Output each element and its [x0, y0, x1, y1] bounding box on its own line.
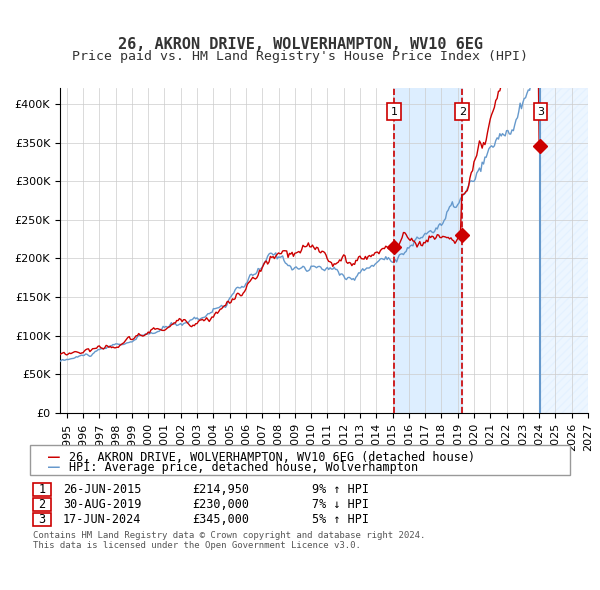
Text: 26, AKRON DRIVE, WOLVERHAMPTON, WV10 6EG: 26, AKRON DRIVE, WOLVERHAMPTON, WV10 6EG: [118, 37, 482, 52]
Text: —: —: [48, 448, 60, 467]
Text: 26-JUN-2015: 26-JUN-2015: [63, 483, 142, 496]
Text: 2: 2: [38, 498, 46, 511]
Text: 3: 3: [38, 513, 46, 526]
Text: 5% ↑ HPI: 5% ↑ HPI: [312, 513, 369, 526]
Text: 26, AKRON DRIVE, WOLVERHAMPTON, WV10 6EG (detached house): 26, AKRON DRIVE, WOLVERHAMPTON, WV10 6EG…: [69, 451, 475, 464]
Text: Price paid vs. HM Land Registry's House Price Index (HPI): Price paid vs. HM Land Registry's House …: [72, 50, 528, 63]
Text: £230,000: £230,000: [192, 498, 249, 511]
Text: 17-JUN-2024: 17-JUN-2024: [63, 513, 142, 526]
Text: 30-AUG-2019: 30-AUG-2019: [63, 498, 142, 511]
Text: 1: 1: [38, 483, 46, 496]
Bar: [540, 88, 588, 413]
Text: £345,000: £345,000: [192, 513, 249, 526]
Text: 9% ↑ HPI: 9% ↑ HPI: [312, 483, 369, 496]
Text: Contains HM Land Registry data © Crown copyright and database right 2024.
This d: Contains HM Land Registry data © Crown c…: [33, 531, 425, 550]
Text: —: —: [48, 448, 60, 467]
Text: HPI: Average price, detached house, Wolverhampton: HPI: Average price, detached house, Wolv…: [69, 461, 418, 474]
Text: 1: 1: [391, 107, 398, 117]
Text: HPI: Average price, detached house, Wolverhampton: HPI: Average price, detached house, Wolv…: [69, 461, 418, 474]
Text: —: —: [48, 458, 60, 477]
Text: —: —: [48, 458, 60, 477]
Text: 2: 2: [459, 107, 466, 117]
Text: 7% ↓ HPI: 7% ↓ HPI: [312, 498, 369, 511]
Text: 3: 3: [537, 107, 544, 117]
Text: 26, AKRON DRIVE, WOLVERHAMPTON, WV10 6EG (detached house): 26, AKRON DRIVE, WOLVERHAMPTON, WV10 6EG…: [69, 451, 475, 464]
Bar: [394, 88, 461, 413]
Text: £214,950: £214,950: [192, 483, 249, 496]
